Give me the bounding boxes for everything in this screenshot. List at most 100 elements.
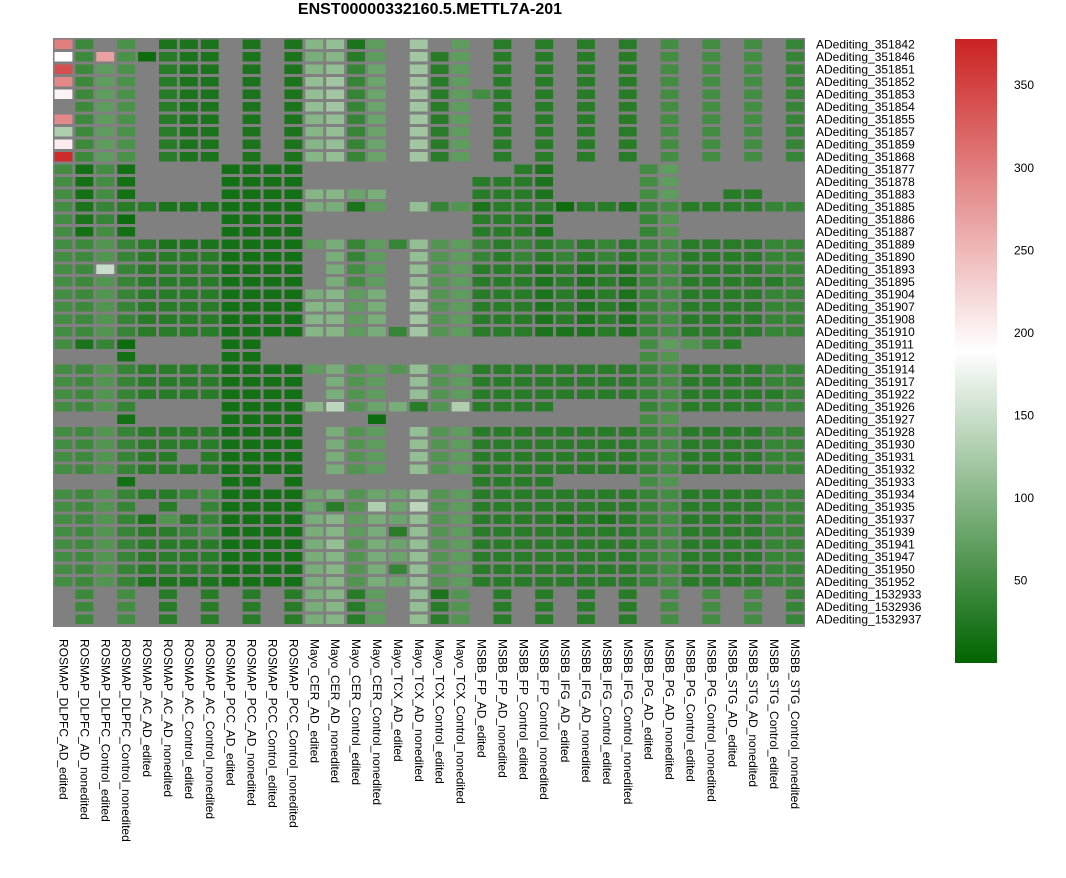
heatmap-cell [368, 527, 386, 537]
heatmap-cell [117, 614, 136, 624]
heatmap-cell [577, 439, 595, 449]
heatmap-cell [514, 477, 533, 487]
heatmap-cell [660, 214, 679, 224]
heatmap-cell [702, 377, 721, 387]
row-label: ADediting_351950 [816, 562, 915, 576]
heatmap-cell [723, 464, 742, 474]
heatmap-cell [347, 464, 365, 474]
heatmap-cell [200, 64, 219, 74]
heatmap-cell [75, 152, 94, 162]
heatmap-cell [618, 227, 637, 237]
heatmap-cell [681, 189, 700, 199]
heatmap-cell [451, 114, 470, 124]
heatmap-cell [723, 214, 742, 224]
heatmap-cell [117, 327, 136, 337]
heatmap-cell [159, 602, 177, 612]
heatmap-cell [744, 114, 763, 124]
row-label: ADediting_1532936 [816, 600, 922, 614]
heatmap-cell [179, 139, 198, 149]
heatmap-cell [138, 64, 156, 74]
heatmap-cell [744, 77, 763, 87]
heatmap-cell [263, 139, 282, 149]
heatmap-cell [388, 64, 407, 74]
heatmap-cell [368, 139, 386, 149]
heatmap-cell [493, 577, 512, 587]
heatmap-cell [765, 339, 783, 349]
heatmap-cell [75, 614, 94, 624]
heatmap-cell [618, 64, 637, 74]
heatmap-cell [451, 389, 470, 399]
heatmap-cell [159, 564, 177, 574]
heatmap-cell [326, 52, 345, 62]
heatmap-cell [200, 102, 219, 112]
heatmap-cell [326, 514, 345, 524]
heatmap-cell [179, 152, 198, 162]
heatmap-cell [263, 514, 282, 524]
heatmap-cell [221, 227, 240, 237]
heatmap-cell [242, 202, 261, 212]
heatmap-cell [597, 164, 616, 174]
heatmap-cell [472, 539, 491, 549]
column-label: MSBB_IFG_Control_nonedited [621, 639, 635, 804]
row-label: ADediting_351926 [816, 400, 915, 414]
heatmap-cell [117, 264, 136, 274]
heatmap-cell [75, 264, 94, 274]
heatmap-cell [660, 302, 679, 312]
heatmap-cell [305, 339, 324, 349]
heatmap-cell [618, 614, 637, 624]
heatmap-cell [159, 477, 177, 487]
heatmap-cell [96, 152, 115, 162]
legend-tick-label: 100 [1014, 491, 1034, 505]
heatmap-cell [347, 564, 365, 574]
heatmap-cell [723, 52, 742, 62]
heatmap-cell [702, 414, 721, 424]
heatmap-cell [535, 477, 554, 487]
heatmap-cell [514, 502, 533, 512]
heatmap-cell [409, 514, 428, 524]
heatmap-cell [159, 577, 177, 587]
column-label: Mayo_CER_AD_edited [307, 639, 321, 763]
heatmap-cell [347, 377, 365, 387]
heatmap-cell [556, 177, 574, 187]
heatmap-cell [786, 227, 804, 237]
heatmap-cell [577, 164, 595, 174]
heatmap-cell [723, 402, 742, 412]
heatmap-cell [744, 402, 763, 412]
heatmap-cell [221, 414, 240, 424]
heatmap-cell [263, 114, 282, 124]
heatmap-cell [305, 164, 324, 174]
heatmap-cell [597, 289, 616, 299]
heatmap-cell [493, 102, 512, 112]
heatmap-cell [388, 227, 407, 237]
row-label: ADediting_351877 [816, 162, 915, 176]
heatmap-cell [284, 227, 303, 237]
heatmap-cell [451, 502, 470, 512]
heatmap-cell [284, 252, 303, 262]
heatmap-cell [765, 264, 783, 274]
heatmap-cell [702, 439, 721, 449]
heatmap-cell [430, 164, 449, 174]
heatmap-cell [221, 214, 240, 224]
heatmap-cell [284, 302, 303, 312]
heatmap-cell [514, 227, 533, 237]
heatmap-cell [96, 427, 115, 437]
heatmap-cell [514, 439, 533, 449]
heatmap-cell [472, 264, 491, 274]
heatmap-cell [263, 227, 282, 237]
heatmap-cell [284, 277, 303, 287]
heatmap-cell [744, 139, 763, 149]
heatmap-cell [305, 277, 324, 287]
heatmap-cell [451, 339, 470, 349]
heatmap-cell [263, 127, 282, 137]
heatmap-cell [493, 327, 512, 337]
heatmap-cell [451, 214, 470, 224]
heatmap-cell [597, 264, 616, 274]
heatmap-cell [786, 239, 804, 249]
heatmap-cell [535, 189, 554, 199]
heatmap-cell [514, 377, 533, 387]
heatmap-cell [388, 289, 407, 299]
heatmap-cell [786, 614, 804, 624]
heatmap-cell [159, 502, 177, 512]
heatmap-cell [326, 452, 345, 462]
heatmap-cell [179, 539, 198, 549]
